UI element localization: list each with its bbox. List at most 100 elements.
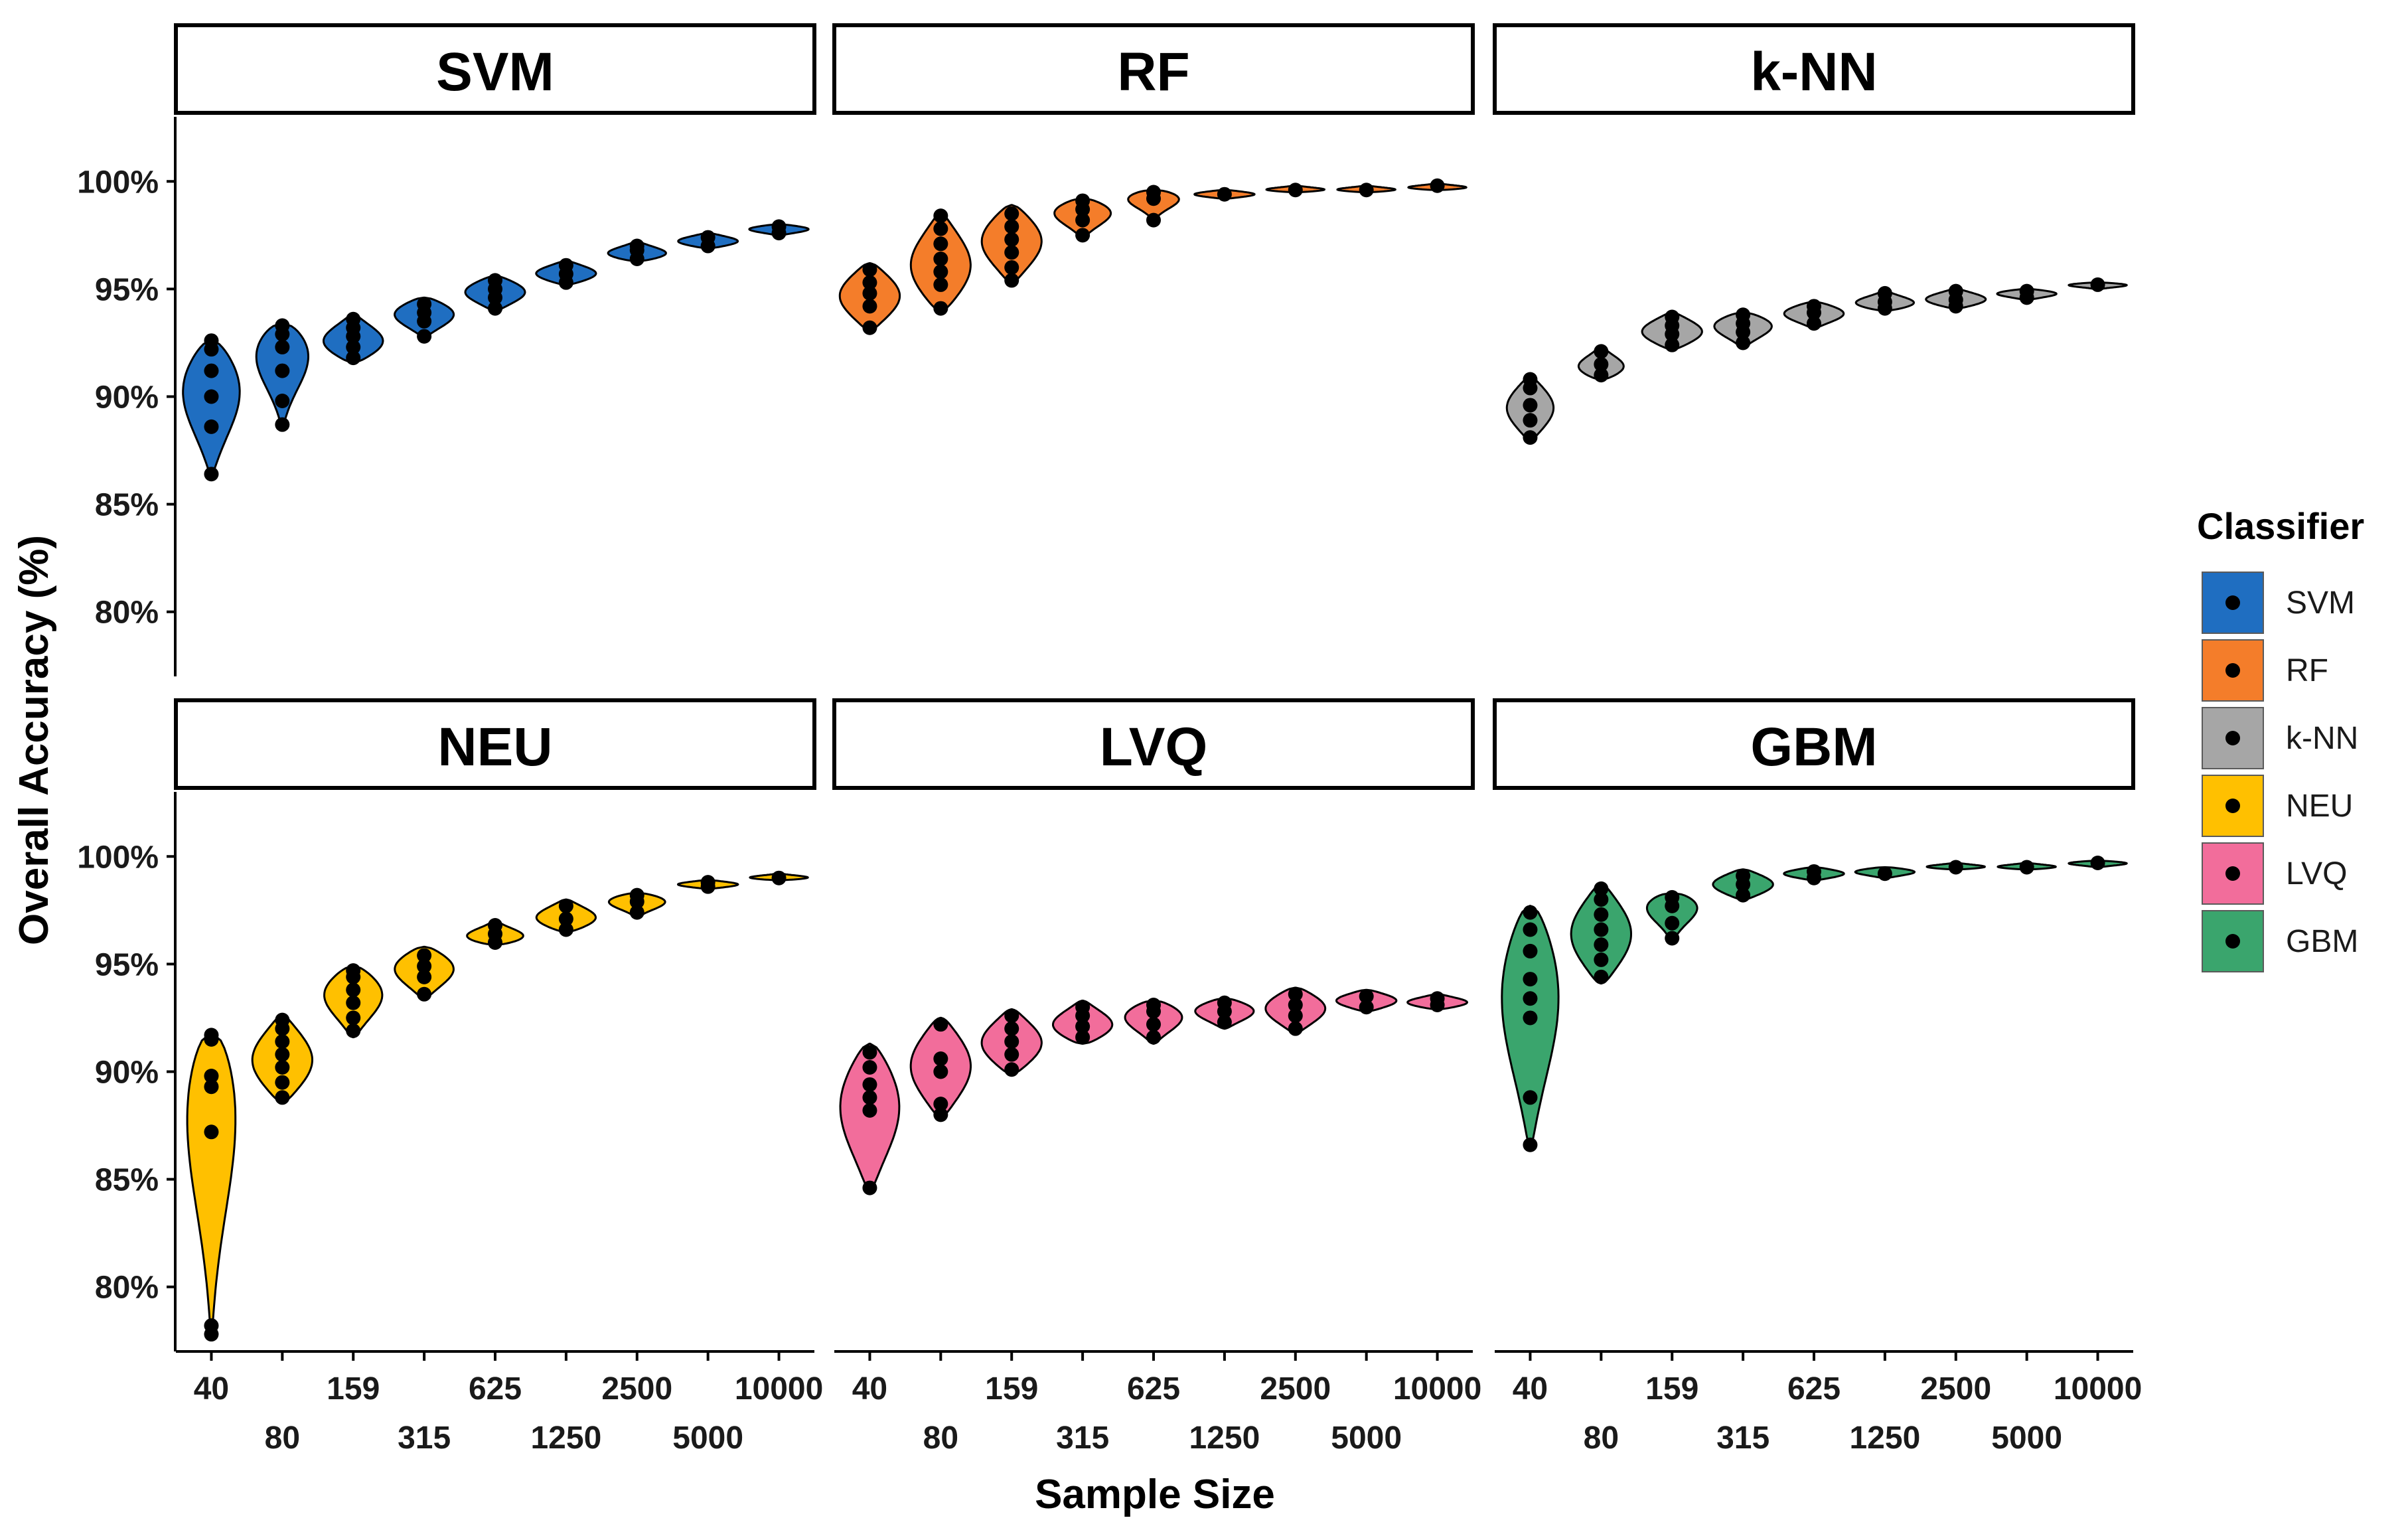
data-point [771, 870, 787, 885]
y-tick-label: 85% [95, 1163, 159, 1198]
data-point [629, 238, 644, 254]
data-point [488, 301, 502, 316]
x-tick-label: 159 [985, 1371, 1038, 1407]
data-point [862, 1180, 877, 1195]
y-tick-label: 80% [95, 595, 159, 631]
x-tick-label: 315 [398, 1420, 451, 1456]
x-tick-label: 10000 [2054, 1371, 2142, 1407]
x-axis-title: Sample Size [1035, 1472, 1275, 1517]
data-point [1430, 991, 1445, 1006]
x-tick-label: 10000 [1393, 1371, 1481, 1407]
data-point [417, 969, 432, 984]
data-point [1594, 937, 1609, 953]
x-tick-label: 5000 [672, 1420, 743, 1456]
data-point [1594, 356, 1609, 372]
data-point [1146, 212, 1161, 228]
data-point [862, 1103, 877, 1118]
x-tick-label: 10000 [735, 1371, 823, 1407]
legend-key-dot [2225, 866, 2240, 881]
data-point [1075, 193, 1091, 208]
legend-item-rf: RF [2202, 639, 2328, 702]
data-point [1359, 989, 1374, 1004]
data-point [558, 911, 573, 927]
legend-key-dot [2225, 595, 2240, 610]
data-point [629, 905, 644, 920]
data-point [933, 301, 948, 316]
y-tick-label: 100% [77, 165, 159, 200]
panels: SVM 80% 85% 90% 95% 100% RF k-NN NEU 80% 85% 90% 95%… [77, 23, 2142, 1456]
data-point [1736, 868, 1751, 883]
data-point [1217, 1014, 1232, 1030]
panel-strip [174, 23, 816, 115]
data-point [346, 311, 361, 327]
panel-title: LVQ [1100, 717, 1207, 777]
data-point [862, 1077, 877, 1092]
data-point [1736, 887, 1751, 903]
panel-neu: NEU 80% 85% 90% 95% 100% 40 80 159 315 62512502500… [77, 698, 823, 1456]
data-point [1948, 860, 1963, 875]
data-point [862, 299, 877, 314]
data-point [1594, 881, 1609, 896]
data-point [2090, 855, 2105, 870]
data-point [1359, 1000, 1374, 1015]
data-point [700, 875, 715, 890]
data-point [1594, 368, 1609, 383]
y-tick-label: 85% [95, 488, 159, 523]
panel-strip [1493, 23, 2135, 115]
panel-strip [1493, 698, 2135, 790]
data-point [204, 1124, 219, 1140]
data-point [862, 262, 877, 277]
y-axis-title: Overall Accuracy (%) [11, 535, 57, 945]
data-point [629, 887, 644, 903]
panel-title: k-NN [1750, 42, 1877, 102]
y-tick-label: 90% [95, 380, 159, 416]
data-point [1523, 398, 1538, 413]
x-tick-label: 2500 [1920, 1371, 1991, 1407]
data-point [204, 389, 219, 404]
data-point [1075, 228, 1091, 243]
data-point [275, 1047, 290, 1062]
data-point [862, 1090, 877, 1105]
y-tick-label: 95% [95, 947, 159, 982]
data-point [346, 1010, 361, 1026]
data-point [1004, 1047, 1019, 1062]
data-point [700, 230, 715, 245]
x-tick-label: 80 [265, 1420, 300, 1456]
data-point [275, 1075, 290, 1090]
data-point [1146, 997, 1161, 1012]
data-point [346, 982, 361, 998]
legend-label: GBM [2286, 924, 2358, 959]
data-point [1004, 1021, 1019, 1036]
data-point [1004, 1034, 1019, 1049]
data-point [1665, 889, 1680, 905]
data-point [1004, 232, 1019, 247]
data-point [933, 1051, 948, 1067]
data-point [204, 1079, 219, 1095]
data-point [862, 285, 877, 301]
x-tick-label: 1250 [530, 1420, 601, 1456]
data-point [1665, 931, 1680, 946]
data-point [1217, 995, 1232, 1010]
data-point [1146, 1017, 1161, 1032]
x-tick-label: 2500 [1260, 1371, 1331, 1407]
x-tick-label: 315 [1716, 1420, 1769, 1456]
data-point [346, 995, 361, 1010]
data-point [1523, 430, 1538, 445]
data-point [1523, 413, 1538, 428]
data-point [1523, 991, 1538, 1006]
data-point [1807, 299, 1821, 314]
data-point [1288, 1021, 1303, 1036]
data-point [1004, 206, 1019, 221]
data-point [417, 986, 432, 1002]
legend-label: LVQ [2286, 856, 2347, 891]
data-point [1523, 1137, 1538, 1152]
data-point [1523, 972, 1538, 987]
legend-key-dot [2225, 731, 2240, 745]
data-point [558, 922, 573, 937]
data-point [1665, 337, 1680, 352]
data-point [275, 339, 290, 354]
panel-title: GBM [1750, 717, 1877, 777]
data-point [1523, 1010, 1538, 1026]
